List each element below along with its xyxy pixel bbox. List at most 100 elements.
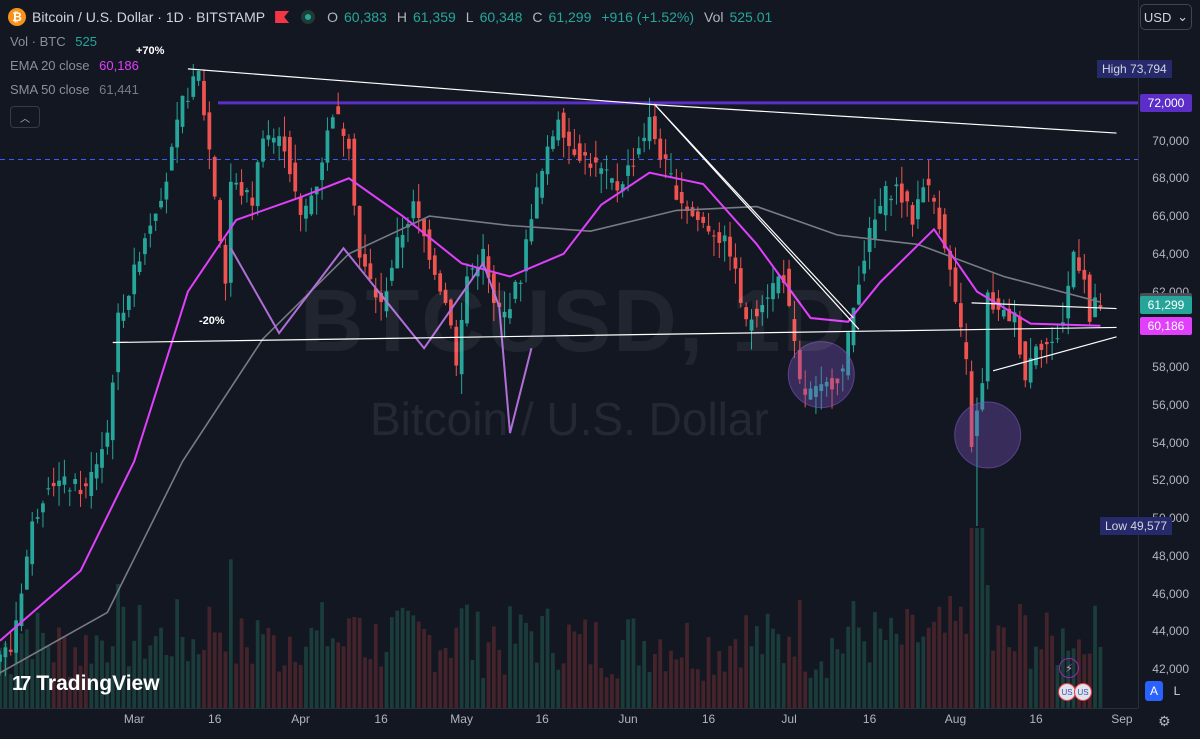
volume-bar [148,645,153,708]
economic-events[interactable]: US US [1058,683,1092,701]
candle-body [228,181,233,283]
candle-body [486,256,491,278]
candle-body [62,476,67,485]
volume-bar [51,662,56,708]
candle-body [717,232,722,243]
volume-bar [905,609,910,708]
volume-bar [309,627,314,708]
volume-bar [207,606,212,708]
high-label: H [396,9,407,25]
candle-body [797,350,802,380]
candle-body [728,236,732,257]
volume-bar [121,606,126,708]
candle-body [304,205,308,219]
trend-line [992,336,1117,372]
sma-indicator-legend[interactable]: SMA 50 close 61,441 [10,82,139,97]
currency-selector[interactable]: USD ⌄ [1140,4,1192,30]
volume-bar [958,606,963,708]
auto-scale-button[interactable]: A [1145,681,1163,701]
candle-body [1012,312,1017,323]
ema-indicator-legend[interactable]: EMA 20 close 60,186 [10,58,139,73]
candle-body [803,388,808,395]
candle-body [352,138,357,206]
volume-bar [599,668,604,708]
candle-body [985,292,990,382]
candle-body [132,264,137,295]
volume-bar [277,671,282,708]
candle-body [905,191,910,202]
volume-bar [534,662,539,708]
candle-body [3,647,8,658]
log-scale-button[interactable]: L [1173,684,1181,698]
volume-bar [883,639,888,708]
volume-bar [363,657,367,708]
volume-bar [185,661,190,708]
candle-body [379,292,384,303]
candle-body [658,138,663,160]
candle-body [105,432,110,447]
candle-body [234,182,239,185]
volume-bar [916,642,920,708]
volume-bar [712,674,716,708]
close-label: C [532,9,543,25]
volume-bar [567,624,571,708]
volume-bar [647,671,652,708]
candlestick-chart-svg[interactable] [0,0,1138,708]
candle-body [368,263,373,280]
volume-bar [239,618,244,708]
volume-bar [910,614,915,708]
trend-line [654,104,854,319]
volume-bar [1098,646,1103,708]
bolt-icon[interactable]: ⚡ [1059,658,1079,678]
volume-bar [8,674,13,708]
pump-annotation: +70% [136,45,165,57]
volume-bar [518,614,523,708]
volume-bar [824,677,829,708]
candle-body [604,169,609,171]
time-axis[interactable] [0,708,1138,739]
price-tick-label: 48,000 [1152,548,1189,563]
candle-body [653,116,657,140]
price-chart[interactable] [0,0,1138,708]
bitcoin-icon: ₿ [8,8,26,26]
candle-body [320,162,324,181]
volume-bar [685,622,689,708]
volume-indicator-legend[interactable]: Vol · BTC 525 [10,34,97,49]
candle-body [1098,305,1103,308]
volume-bar [110,646,115,708]
candle-body [287,137,292,175]
volume-bar [1055,664,1060,708]
candle-body [561,112,566,138]
volume-bar [298,664,303,708]
us-flag-icon[interactable]: US [1074,683,1092,701]
collapse-legend-button[interactable]: ︿ [10,106,40,128]
tradingview-logo[interactable]: 17 TradingView [12,672,160,696]
candle-body [814,386,818,397]
volume-bar [781,663,786,708]
volume-bar [320,602,324,708]
symbol-title[interactable]: Bitcoin / U.S. Dollar · 1D · BITSTAMP [32,9,266,25]
volume-bar [212,632,217,708]
flag-icon[interactable] [275,11,290,23]
volume-bar [873,611,877,708]
candle-body [1077,257,1081,271]
candle-body [921,187,926,203]
candle-body [416,201,421,218]
price-tick-label: 46,000 [1152,586,1189,601]
candle-body [508,309,512,319]
candle-body [706,225,711,232]
candle-body [642,137,647,142]
candle-body [271,137,276,143]
volume-bar [1066,650,1071,708]
volume-bar [840,653,845,708]
time-tick-label: 16 [208,712,222,726]
volume-bar [266,627,271,708]
price-change: +916 (+1.52%) [601,9,694,25]
volume-bar [814,669,818,708]
candle-body [427,229,432,260]
candle-body [1001,309,1006,317]
volume-bar [776,634,781,708]
watermark-symbol: BTCUSD, 1D [300,271,849,370]
gear-icon[interactable]: ⚙ [1158,713,1171,729]
volume-bar [985,585,990,708]
